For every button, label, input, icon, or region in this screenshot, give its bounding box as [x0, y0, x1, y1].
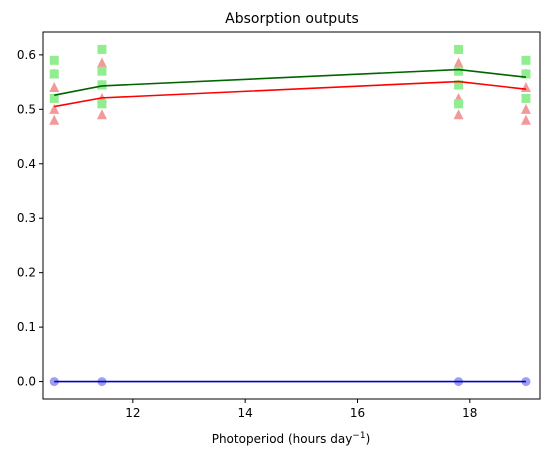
data-point-triangle: [49, 114, 60, 125]
data-point-square: [454, 80, 464, 90]
data-point-triangle: [453, 109, 464, 120]
axes-frame: [42, 31, 541, 400]
data-point-square: [521, 93, 531, 103]
x-axis-label: Photoperiod (hours day−1): [212, 431, 371, 446]
x-tick-label: 12: [125, 406, 140, 420]
x-tick-label: 16: [350, 406, 365, 420]
x-axis-label-exponent: −1: [352, 431, 365, 441]
data-point-square: [97, 44, 107, 54]
x-tick-label: 14: [238, 406, 253, 420]
y-tick-label: 0.6: [17, 48, 36, 62]
x-axis: 12 14 16 18: [125, 399, 477, 420]
x-axis-label-main: Photoperiod (hours day: [212, 432, 353, 446]
data-point-square: [521, 69, 531, 79]
data-point-square: [454, 44, 464, 54]
y-tick-label: 0.1: [17, 320, 36, 334]
data-point-square: [521, 55, 531, 65]
plot-area: [49, 44, 531, 387]
data-point-square: [49, 55, 59, 65]
data-point-triangle: [49, 103, 60, 114]
data-point-square: [454, 66, 464, 76]
data-point-square: [49, 93, 59, 103]
data-point-triangle: [49, 82, 60, 93]
x-axis-label-close: ): [366, 432, 371, 446]
y-tick-label: 0.3: [17, 211, 36, 225]
data-point-square: [97, 99, 107, 109]
x-tick-label: 18: [462, 406, 477, 420]
data-point-triangle: [520, 103, 531, 114]
data-point-triangle: [96, 109, 107, 120]
data-point-square: [49, 69, 59, 79]
data-point-triangle: [453, 57, 464, 68]
y-tick-label: 0.5: [17, 102, 36, 116]
mean-line-square: [54, 68, 527, 96]
data-point-square: [97, 80, 107, 90]
y-tick-label: 0.2: [17, 266, 36, 280]
chart-title: Absorption outputs: [225, 11, 359, 27]
mean-line-triangle: [54, 80, 527, 108]
y-tick-label: 0.0: [17, 375, 36, 389]
data-point-triangle: [96, 57, 107, 68]
data-point-square: [454, 99, 464, 109]
data-point-triangle: [520, 114, 531, 125]
y-axis: 0.0 0.1 0.2 0.3 0.4 0.5 0.6: [17, 48, 43, 389]
data-point-square: [97, 66, 107, 76]
y-tick-label: 0.4: [17, 157, 36, 171]
